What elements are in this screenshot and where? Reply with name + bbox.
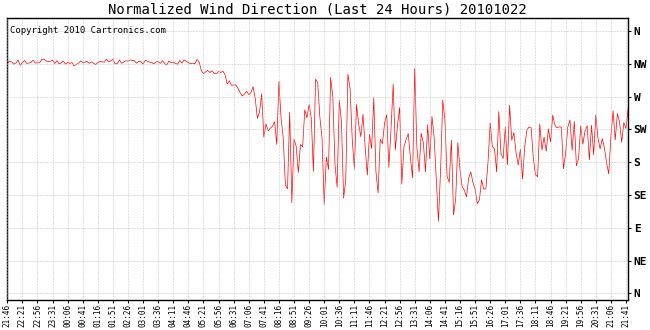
- Text: Copyright 2010 Cartronics.com: Copyright 2010 Cartronics.com: [10, 26, 166, 35]
- Title: Normalized Wind Direction (Last 24 Hours) 20101022: Normalized Wind Direction (Last 24 Hours…: [109, 3, 527, 17]
